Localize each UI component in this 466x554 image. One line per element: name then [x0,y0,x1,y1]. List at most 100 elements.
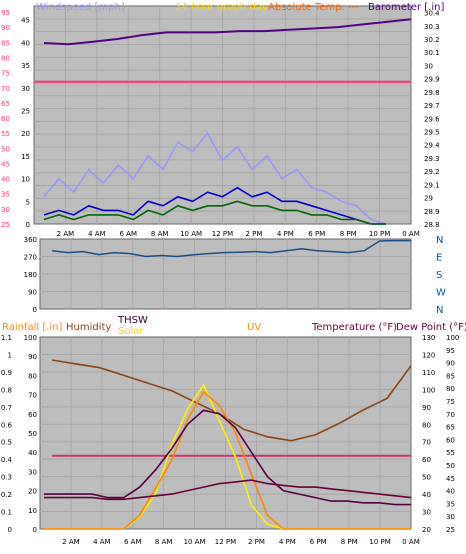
top-grid [34,6,411,224]
bottom-right1-tick: 40 [422,491,431,499]
bottom-x-tick: 10 PM [369,538,390,546]
bottom-right1-tick: 120 [422,351,435,359]
top-left-tick: 20 [21,130,30,138]
bottom-right2-tick: 85 [446,372,455,380]
top-right-tick: 30.4 [424,10,440,18]
top-farleft-tick: 25 [1,221,10,229]
bottom-x-tick: 2 PM [248,538,265,546]
bottom-right2-tick: 65 [446,424,455,432]
mid-left-tick: 90 [28,289,37,297]
top-x-tick: 10 AM [180,230,202,238]
bottom-right1-tick: 30 [422,509,431,517]
bottom-legend-solar: Solar [118,326,144,337]
bottom-left1-tick: 0 [8,526,12,534]
bottom-legend-uv: UV [247,322,261,333]
top-x-tick: 2 PM [245,230,262,238]
bottom-right2-tick: 60 [446,436,455,444]
mid-right-tick: N [436,305,443,316]
bottom-right1-tick: 90 [422,404,431,412]
top-right-tick: 29.1 [424,181,440,189]
bottom-right2-tick: 30 [446,513,455,521]
bottom-right1-axis: 20 30 40 50 60 70 80 90 100 110 120 130 [422,334,435,534]
top-right-tick: 30.3 [424,23,440,31]
bottom-right2-tick: 80 [446,385,455,393]
bottom-right1-tick: 80 [422,421,431,429]
bottom-legend-humidity: Humidity [66,322,111,333]
bottom-x-tick: 0 AM [402,538,420,546]
bottom-left1-axis: 0 0.1 0.2 0.3 0.4 0.5 0.6 0.7 0.8 0.9 1 1.1 [1,334,13,534]
top-farleft-tick: 50 [1,145,10,153]
top-farleft-tick: 45 [1,160,10,168]
top-x-tick: 12 PM [212,230,233,238]
top-series-line [43,18,412,46]
top-farleft-tick: 90 [1,24,10,32]
bottom-right2-tick: 95 [446,347,455,355]
bottom-grid [40,337,411,529]
mid-right-tick: W [436,288,446,299]
top-right-tick: 29.8 [424,89,440,97]
top-farleft-tick: 95 [1,9,10,17]
bottom-x-tick: 4 PM [279,538,296,546]
top-right-tick: 28.8 [424,221,440,229]
bottom-left2-axis: 0 10 20 30 40 50 60 70 80 90 100 [24,334,37,534]
top-left-tick: 45 [21,17,30,25]
top-farleft-tick: 35 [1,191,10,199]
bottom-left2-tick: 60 [28,411,37,419]
top-right-tick: 29.4 [424,142,440,150]
bottom-left2-tick: 20 [28,488,37,496]
bottom-left1-tick: 0.9 [1,369,12,377]
top-left-tick: 5 [26,198,30,206]
bottom-series-line [44,390,411,530]
bottom-left1-tick: 1.1 [1,334,12,342]
top-right-tick: 29.5 [424,129,440,137]
bottom-right1-tick: 20 [422,526,431,534]
bottom-x-tick: 2 AM [62,538,80,546]
bottom-x-tick: 8 AM [155,538,173,546]
bottom-left2-tick: 0 [33,526,37,534]
top-farleft-tick: 80 [1,54,10,62]
top-right-tick: 29 [424,195,433,203]
bottom-right2-tick: 75 [446,398,455,406]
top-legend-windspeed: Windspeed [mph] [36,2,125,13]
top-series-line [43,131,387,225]
bottom-series-line [44,409,411,506]
top-right-tick: 29.7 [424,102,440,110]
mid-left-tick: 360 [24,236,37,244]
mid-series-line [51,239,411,258]
top-left-axis: 0 5 10 15 20 25 30 35 40 45 [21,17,30,229]
bottom-left1-tick: 0.3 [1,474,12,482]
top-x-tick: 2 AM [57,230,75,238]
top-x-tick: 8 AM [151,230,169,238]
bottom-left2-tick: 50 [28,430,37,438]
top-farleft-tick: 30 [1,206,10,214]
bottom-left2-tick: 90 [28,353,37,361]
bottom-right2-tick: 55 [446,449,455,457]
top-farleft-tick: 60 [1,115,10,123]
bottom-left1-tick: 0.7 [1,404,12,412]
top-right-tick: 30.1 [424,49,440,57]
top-right-tick: 29.9 [424,76,440,84]
top-left-tick: 40 [21,39,30,47]
bottom-x-axis: 2 AM 4 AM 6 AM 8 AM 10 AM 12 PM 2 PM 4 PM 6 PM 8 … [62,538,420,546]
bottom-left2-tick: 80 [28,372,37,380]
bottom-left1-tick: 0.5 [1,439,12,447]
top-right-tick: 30.2 [424,36,440,44]
bottom-right2-tick: 100 [446,334,459,342]
top-farleft-tick: 65 [1,100,10,108]
bottom-right1-tick: 60 [422,456,431,464]
bottom-x-tick: 6 PM [310,538,327,546]
bottom-left2-tick: 10 [28,507,37,515]
bottom-legend-dew: Dew Point (°F) [396,322,466,333]
bottom-x-tick: 6 AM [124,538,142,546]
top-farleft-tick: 75 [1,70,10,78]
mid-right-tick: N [436,235,443,246]
bottom-series-line [51,359,412,442]
bottom-left1-tick: 1 [8,351,12,359]
top-x-tick: 4 AM [88,230,106,238]
top-left-tick: 35 [21,62,30,70]
mid-left-tick: 180 [24,271,37,279]
bottom-right2-tick: 35 [446,500,455,508]
top-farleft-tick: 85 [1,39,10,47]
